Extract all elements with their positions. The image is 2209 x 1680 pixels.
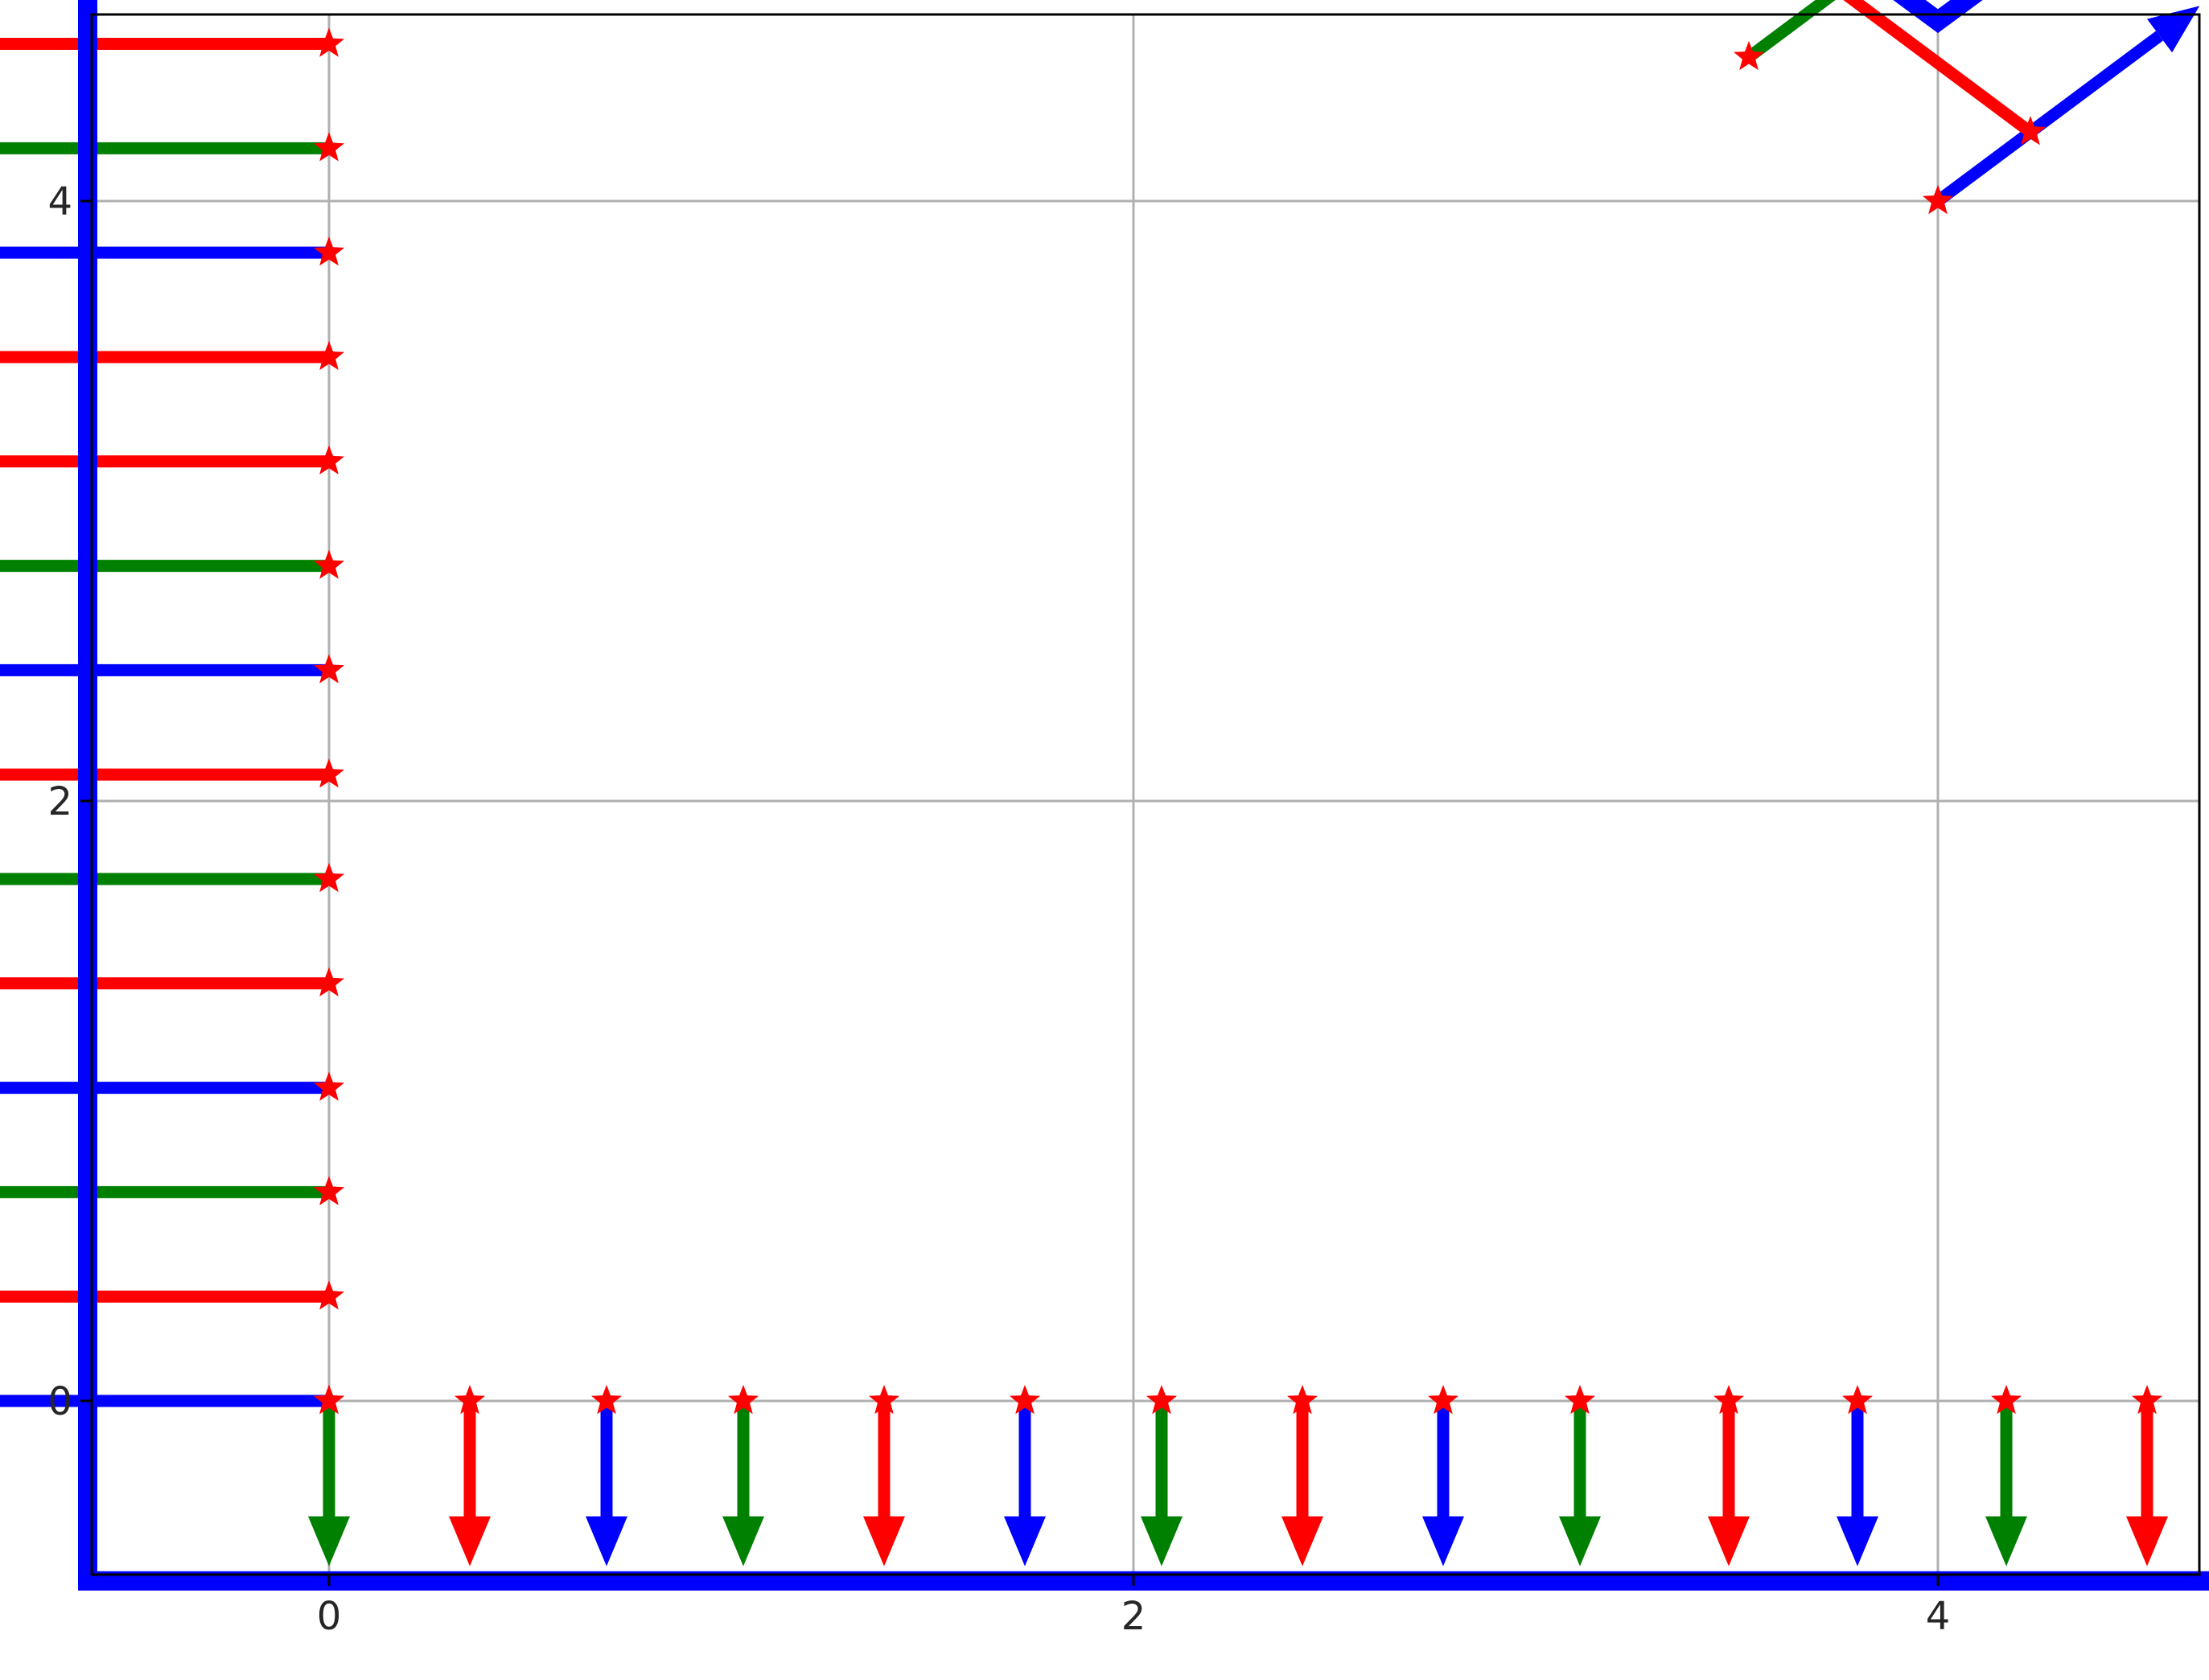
star-marker bbox=[314, 1176, 344, 1206]
star-marker bbox=[1287, 1385, 1318, 1415]
star-marker bbox=[869, 1385, 899, 1415]
outline-path bbox=[78, 0, 2209, 1591]
star-marker bbox=[314, 758, 344, 788]
arrow-head bbox=[1422, 1516, 1464, 1567]
star-marker bbox=[314, 27, 344, 57]
star-marker bbox=[2132, 1385, 2162, 1415]
star-marker bbox=[314, 1385, 344, 1415]
arrow-shaft bbox=[1745, 0, 1836, 62]
arrow-head bbox=[1281, 1516, 1323, 1567]
star-marker bbox=[314, 863, 344, 893]
arrow-shaft bbox=[1843, 0, 2034, 138]
star-marker bbox=[2204, 0, 2209, 4]
arrow-head bbox=[1708, 1516, 1750, 1567]
arrow-head bbox=[1141, 1516, 1183, 1567]
plot-frame bbox=[90, 13, 2201, 1576]
star-marker bbox=[1010, 1385, 1040, 1415]
markers bbox=[314, 0, 2209, 1415]
star-marker bbox=[314, 549, 344, 579]
star-marker bbox=[314, 1280, 344, 1310]
star-marker bbox=[728, 1385, 759, 1415]
arrow-head bbox=[1559, 1516, 1601, 1567]
arrow-head bbox=[863, 1516, 905, 1567]
star-marker bbox=[314, 236, 344, 266]
plot-background bbox=[92, 14, 2199, 1575]
star-marker bbox=[1991, 1385, 2022, 1415]
y-tick-label: 4 bbox=[47, 179, 72, 224]
star-marker bbox=[2015, 116, 2046, 146]
outline-layer bbox=[78, 0, 2209, 1591]
star-marker bbox=[591, 1385, 622, 1415]
ticks: 0246802468 bbox=[47, 179, 1951, 1639]
star-marker bbox=[1842, 1385, 1873, 1415]
star-marker bbox=[314, 1071, 344, 1101]
x-tick-label: 0 bbox=[317, 1594, 342, 1639]
arrow-head bbox=[2146, 6, 2200, 53]
star-marker bbox=[1146, 1385, 1177, 1415]
x-tick-label: 2 bbox=[1121, 1594, 1146, 1639]
arrow-head bbox=[308, 1516, 350, 1567]
star-marker bbox=[1713, 1385, 1744, 1415]
star-marker bbox=[1428, 1385, 1458, 1415]
arrow-head bbox=[1004, 1516, 1046, 1567]
arrow-head bbox=[2126, 1516, 2168, 1567]
arrow-head bbox=[586, 1516, 627, 1567]
grid bbox=[92, 14, 2199, 1575]
star-marker bbox=[455, 1385, 485, 1415]
star-marker bbox=[314, 132, 344, 162]
y-tick-label: 0 bbox=[47, 1379, 72, 1424]
arrow-head bbox=[449, 1516, 491, 1567]
star-marker bbox=[1565, 1385, 1595, 1415]
star-marker bbox=[314, 654, 344, 684]
y-tick-label: 2 bbox=[47, 779, 72, 824]
star-marker bbox=[314, 341, 344, 371]
star-marker bbox=[314, 967, 344, 996]
arrow-head bbox=[1985, 1516, 2027, 1567]
star-marker bbox=[1923, 185, 1953, 215]
star-marker bbox=[314, 445, 344, 474]
arrows bbox=[0, 0, 2200, 1567]
arrow-head bbox=[1837, 1516, 1878, 1567]
arrow-head bbox=[722, 1516, 764, 1567]
x-tick-label: 4 bbox=[1926, 1594, 1951, 1639]
arrow-shaft bbox=[1934, 31, 2164, 207]
star-marker bbox=[1734, 41, 1764, 71]
